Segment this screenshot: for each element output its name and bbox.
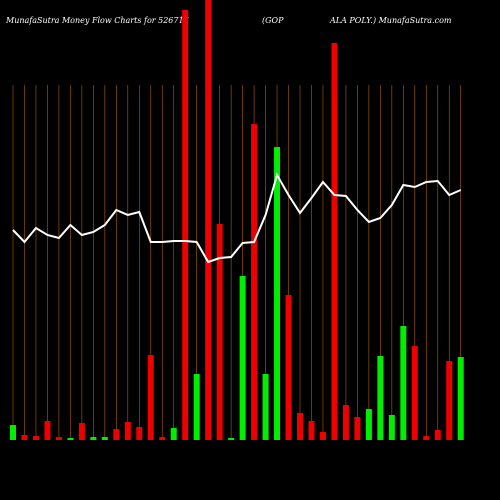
bar [67,438,74,440]
bar [159,437,166,440]
bar [365,409,372,440]
bar [78,423,85,440]
chart-title: ALA POLY.) MunafaSutra.com [329,16,452,25]
bar [21,435,28,440]
bar [147,355,154,440]
bar [342,405,349,440]
bar [274,147,281,440]
bar [170,428,177,440]
bar [193,374,200,440]
bar [90,437,97,440]
bar [354,417,361,440]
bar [262,374,269,440]
bar [319,432,326,440]
chart-title: MunafaSutra Money Flow Charts for 526717 [5,16,190,25]
bar [446,361,453,440]
bar [32,436,39,440]
bar [239,276,246,440]
bar [411,346,418,440]
bar [251,124,258,440]
bar [136,427,143,440]
bar [44,421,51,440]
bar [113,429,120,440]
bar [205,0,212,440]
bar [308,421,315,440]
chart-title: (GOP [262,16,284,25]
bar [377,356,384,440]
bar [216,224,223,440]
bar [434,430,441,440]
bar [331,43,338,440]
money-flow-line [12,172,462,264]
bar [101,437,108,440]
bar [285,295,292,440]
bar [388,415,395,440]
bar [297,413,303,440]
bar [228,438,235,440]
bar [457,357,464,440]
bar [124,422,131,440]
bar [400,326,407,440]
bar [10,425,16,440]
bar [55,437,62,440]
bar [182,10,189,440]
bar [423,436,430,440]
